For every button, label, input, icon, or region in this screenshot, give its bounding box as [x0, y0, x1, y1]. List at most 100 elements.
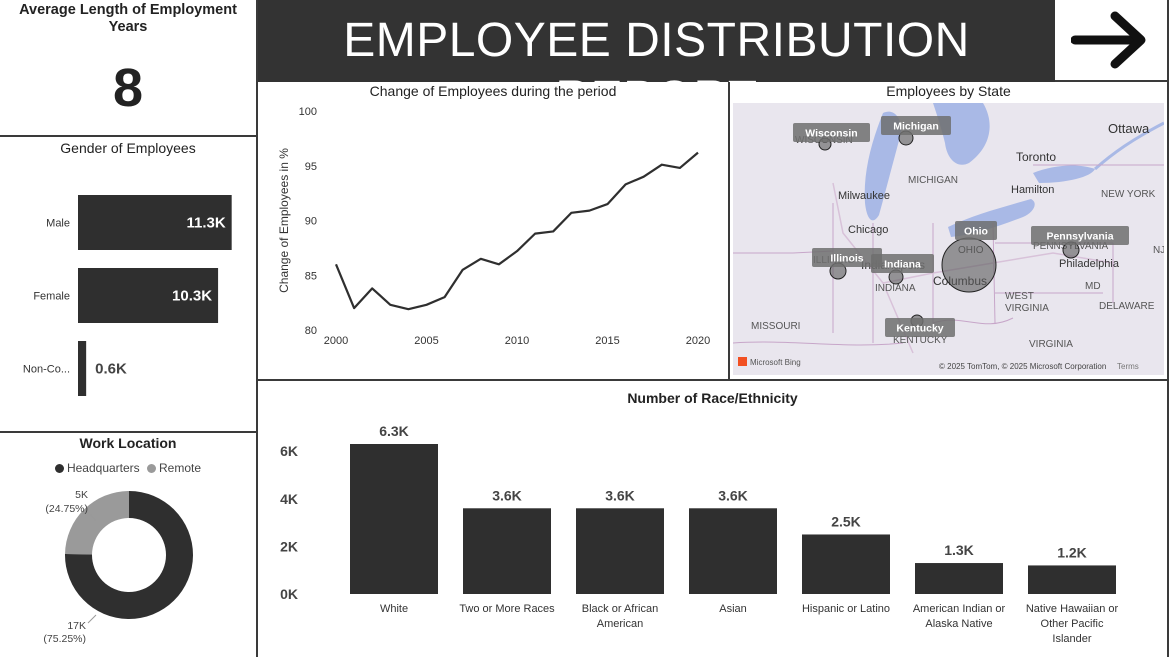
race-bar[interactable] [1028, 565, 1116, 594]
gender-data-label: 0.6K [95, 361, 127, 378]
map-place-label: Milwaukee [838, 190, 890, 202]
state-tooltip-label: Ohio [964, 226, 988, 238]
state-border [733, 341, 904, 346]
x-category-label: Hispanic or Latino [802, 603, 890, 615]
x-category-label: Alaska Native [925, 618, 992, 630]
y-tick-label: 100 [299, 106, 317, 118]
x-tick-label: 2000 [324, 335, 348, 347]
state-tooltip-box [1031, 226, 1129, 245]
gender-bar[interactable] [78, 341, 87, 396]
gender-data-label: 10.3K [172, 288, 212, 305]
next-page-button[interactable] [1055, 0, 1169, 82]
map-attribution: © 2025 TomTom, © 2025 Microsoft Corporat… [939, 362, 1106, 371]
gender-category-label: Male [46, 218, 70, 230]
y-tick-label: 4K [280, 491, 298, 507]
state-tooltip-box [881, 116, 951, 135]
map-place-label: VIRGINIA [1029, 339, 1073, 350]
kpi-card: Average Length of Employment Years 8 [0, 0, 258, 137]
map-place-label: Hamilton [1011, 184, 1054, 196]
gender-category-label: Non-Co... [23, 364, 70, 376]
legend-remote: Remote [147, 461, 201, 475]
map-place-label: INDIANA [875, 283, 916, 294]
race-bar[interactable] [915, 563, 1003, 594]
bar-data-label: 6.3K [379, 423, 409, 439]
highway [832, 182, 1114, 284]
map-place-label: MISSOURI [751, 321, 800, 332]
bar-data-label: 3.6K [492, 487, 522, 503]
gender-bar[interactable] [78, 195, 232, 250]
race-bar-chart: 0K 2K 4K 6K 6.3K White 3.6K Two or More Races 3.… [280, 423, 1119, 645]
bar-data-label: 1.3K [944, 542, 974, 558]
bar-data-label: 3.6K [605, 487, 635, 503]
donut-label-value: 5K [75, 489, 88, 501]
donut-slice-headquarters[interactable] [65, 491, 193, 619]
bar-data-label: 2.5K [831, 513, 861, 529]
map-place-label: NJ [1153, 245, 1164, 256]
lake-michigan [864, 111, 902, 221]
x-category-label: American Indian or [913, 603, 1006, 615]
lake-ontario [1033, 165, 1095, 183]
race-bar[interactable] [689, 508, 777, 594]
legend-dot-icon [54, 464, 64, 474]
map-terms-link[interactable]: Terms [1117, 362, 1139, 371]
x-tick-label: 2020 [686, 335, 710, 347]
state-tooltip-label: Indiana [884, 259, 921, 271]
bar-data-label: 3.6K [718, 487, 748, 503]
work-location-panel: Work Location Headquarters Remote 5K (24.… [0, 433, 258, 657]
bing-label: Microsoft Bing [750, 358, 801, 367]
y-tick-label: 90 [305, 216, 317, 228]
st-lawrence-river [1094, 121, 1164, 171]
donut-slice-remote[interactable] [65, 491, 129, 555]
x-category-label: Asian [719, 603, 747, 615]
map-title: Employees by State [886, 83, 1011, 99]
state-tooltip-box [955, 221, 997, 240]
state-tooltip-label: Wisconsin [805, 128, 857, 140]
state-tooltip-box [871, 254, 934, 273]
y-tick-label: 85 [305, 270, 317, 282]
gender-category-label: Female [33, 291, 70, 303]
state-tooltip-box [812, 248, 882, 267]
work-location-donut: 5K (24.75%) 17K(75.25%) [43, 489, 193, 645]
race-bar[interactable] [350, 444, 438, 594]
gender-bar-chart: Male 11.3K Female 10.3K Non-Co... 0.6K [23, 195, 232, 396]
line-chart-panel: Change of Employees during the period 80… [258, 82, 730, 381]
arrow-right-icon [1070, 8, 1153, 77]
map-place-label: DELAWARE [1099, 301, 1155, 312]
gender-data-label: 11.3K [186, 215, 225, 232]
race-bar[interactable] [463, 508, 551, 594]
line-chart-title: Change of Employees during the period [369, 83, 617, 99]
state-tooltip-box [793, 123, 870, 142]
map-place-label: WEST [1005, 291, 1034, 302]
gender-panel: Gender of Employees Male 11.3K Female 10.3K… [0, 137, 258, 433]
header-banner: EMPLOYEE DISTRIBUTION REPORT [258, 0, 1055, 125]
state-tooltip-label: Illinois [830, 253, 863, 265]
kpi-title: Average Length of Employment Years [19, 2, 237, 35]
state-map[interactable]: Ottawa Toronto Hamilton NEW YORK MICHIGAN Mil… [733, 103, 1164, 375]
map-place-label: Toronto [1016, 150, 1056, 164]
x-category-label: American [597, 618, 643, 630]
donut-leader-line [89, 513, 97, 522]
map-place-label: Chicago [848, 224, 888, 236]
map-place-label: MD [1085, 281, 1101, 292]
kpi-value: 8 [112, 58, 144, 118]
race-bar[interactable] [802, 534, 890, 594]
x-category-label: Black or African [582, 603, 658, 615]
y-tick-label: 95 [305, 161, 317, 173]
race-bar[interactable] [576, 508, 664, 594]
state-bubble-ohio[interactable] [941, 237, 997, 293]
map-place-label: Philadelphia [1059, 258, 1120, 270]
state-tooltip-box [885, 318, 955, 337]
map-place-label: MICHIGAN [908, 175, 958, 186]
race-chart-panel: Number of Race/Ethnicity 0K 2K 4K 6K 6.3K Whi… [258, 381, 1169, 657]
y-axis-label: Change of Employees in % [277, 148, 291, 293]
bing-logo-icon [738, 357, 747, 366]
work-location-legend: Headquarters Remote [0, 461, 256, 475]
bar-data-label: 1.2K [1057, 544, 1087, 560]
series-line[interactable] [334, 151, 699, 311]
gender-bar[interactable] [78, 268, 219, 323]
legend-headquarters: Headquarters [54, 461, 140, 475]
x-category-label: Native Hawaiian or [1026, 603, 1119, 615]
state-tooltip-label: Kentucky [896, 323, 943, 335]
x-tick-label: 2015 [595, 335, 619, 347]
x-category-label: Two or More Races [459, 603, 555, 615]
